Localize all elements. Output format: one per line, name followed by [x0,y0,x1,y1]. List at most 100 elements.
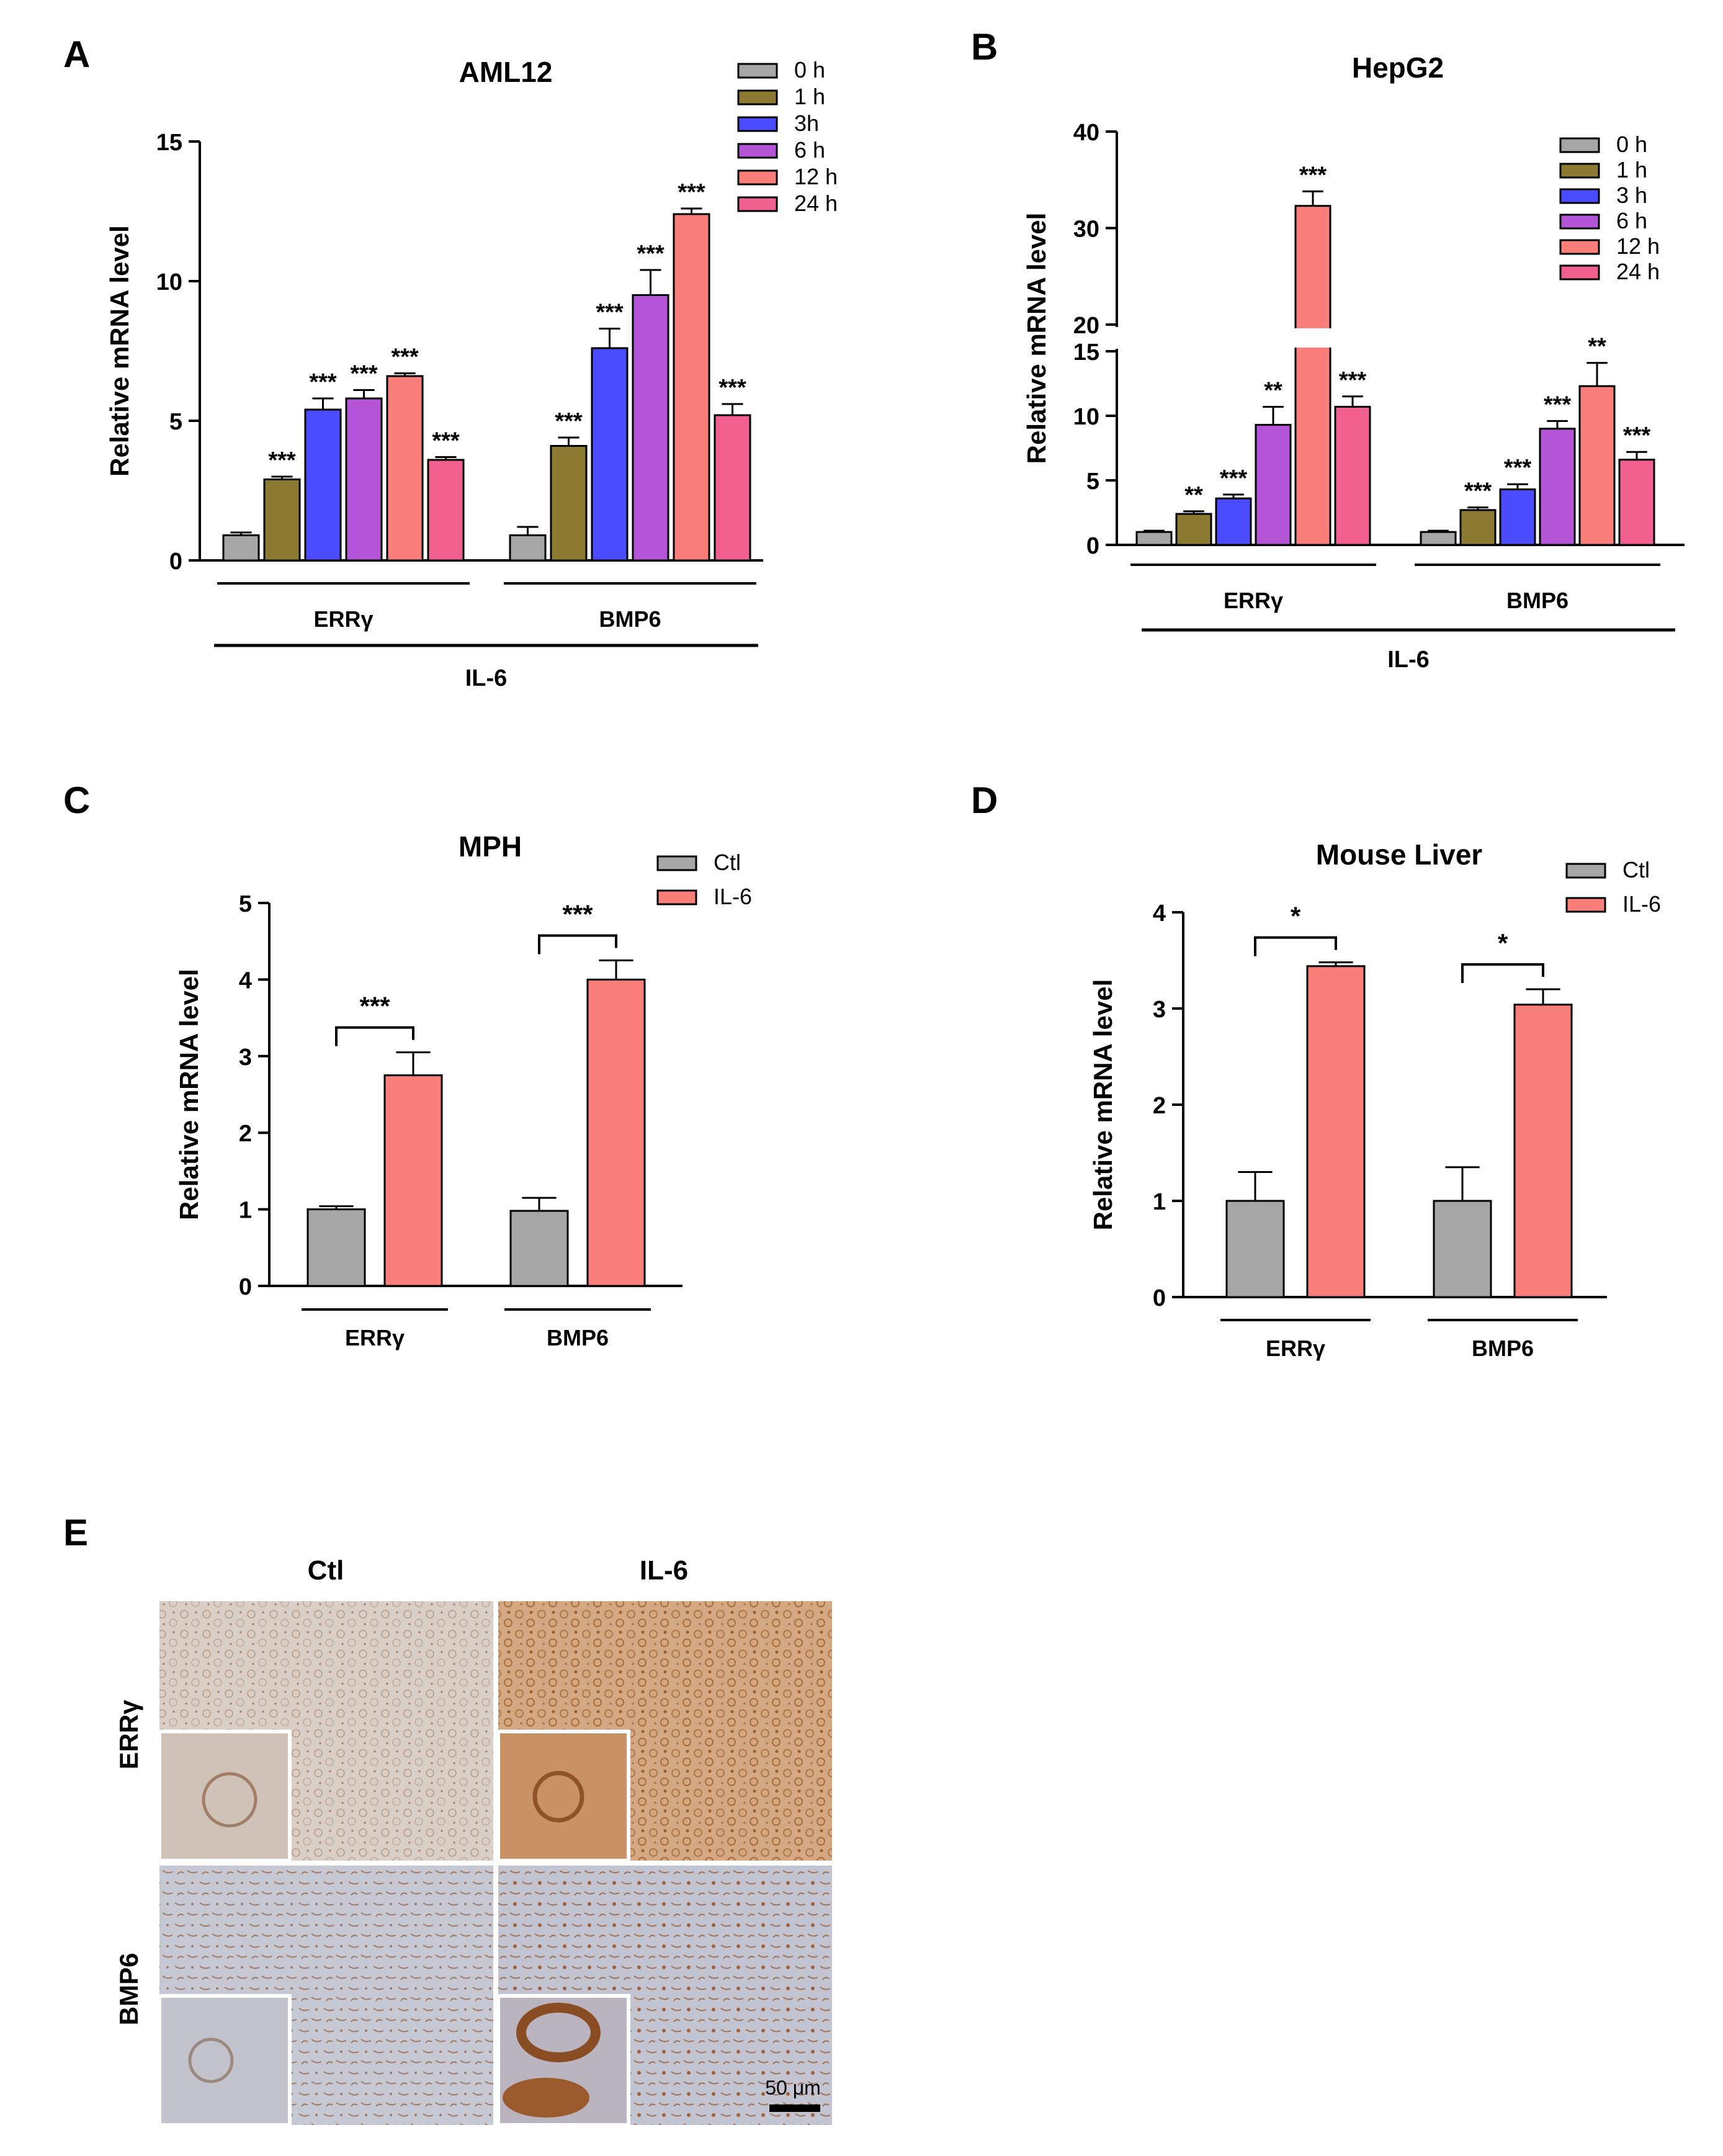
significance-bracket [538,934,617,954]
panel-letter-d: D [971,779,998,821]
panel-letter-b: B [971,26,998,68]
legend-swatch [737,169,778,186]
bar-b-1-0 [1420,531,1457,546]
y-tick-label: 40 [1073,120,1099,146]
legend-swatch [1559,137,1600,153]
inset-il6-errg [496,1730,630,1862]
significance-label: *** [268,447,296,474]
y-tick-label: 30 [1073,217,1099,243]
legend-swatch [1565,863,1606,879]
panel-e-row-errg: ERRγ [114,1699,143,1769]
y-tick-label: 0 [239,1274,252,1300]
significance-label: ** [1264,377,1282,403]
significance-bracket [1254,936,1337,956]
y-tick-label: 1 [1153,1189,1166,1215]
inset-cell [202,1772,257,1828]
panel-e-col-il6: IL-6 [640,1555,688,1586]
bar-a-1-3 [632,294,669,562]
bar-b-1-4 [1578,385,1616,546]
y-tick-label: 1 [239,1198,252,1224]
group-label: ERRγ [1266,1336,1325,1361]
y-tick-label: 4 [1153,901,1166,927]
bar-break-gap [1293,328,1333,348]
y-tick-label: 4 [239,968,252,994]
y-axis-label: Relative mRNA level [1088,979,1117,1231]
chart-title: Mouse Liver [1316,838,1483,871]
significance-label: *** [555,408,583,434]
legend-swatch [1559,239,1600,255]
bar-b-0-0 [1135,531,1173,546]
y-tick-label: 5 [239,891,252,917]
group-label: ERRγ [1224,588,1283,613]
y-tick-label: 10 [1073,404,1099,430]
bar-d-0-0 [1225,1200,1285,1298]
y-axis-label: Relative mRNA level [174,969,204,1220]
panel-e-histology: Ctl IL-6 ERRγ BMP6 50 μm [114,1555,832,2127]
significance-label: *** [1339,367,1367,393]
bar-b-1-5 [1618,459,1655,546]
y-tick-label: 0 [169,549,182,575]
panel-letter-a: A [63,34,90,75]
y-tick-label: 2 [1153,1093,1166,1119]
bar-b-0-5 [1334,405,1371,546]
legend-label: 12 h [794,164,838,189]
legend-label: IL-6 [714,884,752,909]
chart-title: AML12 [459,56,553,88]
bar-a-0-5 [427,459,465,562]
y-tick-label: 3 [239,1044,252,1071]
group-label: BMP6 [599,606,661,632]
bar-b-0-3 [1255,424,1292,546]
inset-stain [516,2003,601,2062]
inset-cell [188,2037,234,2083]
legend-label: 6 h [1616,208,1647,233]
significance-label: *** [1504,455,1532,481]
legend-label: 12 h [1616,233,1660,259]
chart-a-aml12: AML12 0 5 10 15 Relative mRNA level *** *** *** *… [105,56,838,691]
bar-a-0-3 [345,397,383,562]
y-tick-label: 2 [239,1121,252,1147]
inset-cell [532,1771,584,1823]
significance-label: *** [1464,478,1492,505]
legend-label: Ctl [1622,857,1650,883]
y-tick-label: 5 [169,409,182,435]
significance-label: *** [432,428,460,454]
significance-label: *** [637,241,665,267]
significance-label: *** [718,375,746,401]
legend-label: Ctl [714,850,741,875]
legend-swatch [737,196,778,212]
bar-a-1-1 [550,445,588,562]
y-tick-label: 20 [1073,313,1099,339]
chart-d-mouse-liver: Mouse Liver 0 1 2 3 4 Relative mRNA level ERRγ *… [1088,838,1661,1361]
significance-label: *** [1220,465,1248,492]
panel-letter-c: C [63,779,90,821]
significance-label: ** [1588,334,1606,360]
bar-a-0-0 [222,534,260,562]
significance-label: ** [1184,482,1203,508]
group-label: BMP6 [547,1325,609,1350]
legend-label: 24 h [794,191,838,216]
bar-d-1-1 [1513,1004,1573,1298]
significance-label: *** [391,344,419,371]
inset-stain [503,2078,589,2118]
legend-swatch [1559,213,1600,230]
bar-a-0-1 [263,478,301,562]
group-label: ERRγ [345,1325,405,1350]
legend-swatch [656,889,697,905]
bar-c-1-0 [509,1210,569,1287]
group-label: BMP6 [1506,588,1569,613]
legend-label: 24 h [1616,259,1660,284]
y-tick-label: 10 [156,269,182,295]
bar-b-0-2 [1215,497,1252,546]
outer-group-label: IL-6 [1387,647,1430,673]
legend-label: 0 h [794,57,825,83]
y-tick-label: 0 [1153,1285,1166,1311]
significance-label: *** [596,300,624,326]
legend-swatch [737,116,778,132]
group-label: ERRγ [313,606,373,632]
legend-label: 0 h [1616,132,1647,157]
bar-c-1-1 [586,978,646,1287]
inset-ctl-bmp6 [158,1994,292,2127]
inset-ctl-errg [158,1730,292,1862]
